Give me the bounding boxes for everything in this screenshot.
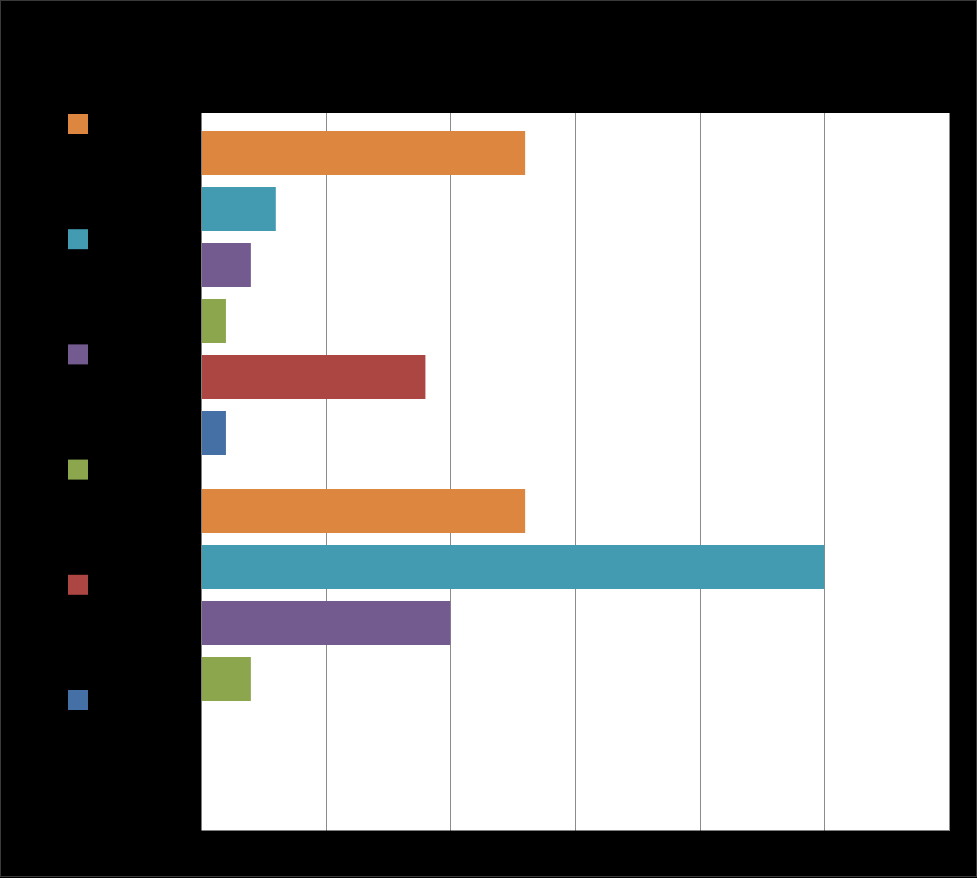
bar-series-1-group-1 bbox=[202, 131, 526, 175]
legend-swatch-series-5 bbox=[68, 574, 88, 595]
bars bbox=[202, 131, 825, 701]
bar-series-6-group-1 bbox=[202, 411, 226, 455]
bar-series-5-group-1 bbox=[202, 355, 426, 399]
gridlines bbox=[326, 113, 950, 831]
bar-series-2-group-1 bbox=[202, 187, 276, 231]
legend-swatch-series-2 bbox=[68, 229, 88, 250]
legend bbox=[68, 114, 88, 710]
bar-series-4-group-2 bbox=[202, 657, 251, 701]
legend-swatch-series-6 bbox=[68, 690, 88, 710]
legend-swatch-series-1 bbox=[68, 114, 88, 134]
legend-swatch-series-3 bbox=[68, 344, 88, 365]
bar-series-1-group-2 bbox=[202, 489, 526, 533]
bar-series-3-group-1 bbox=[202, 243, 251, 287]
bar-series-4-group-1 bbox=[202, 299, 226, 343]
bar-series-2-group-2 bbox=[202, 545, 825, 589]
legend-swatch-series-4 bbox=[68, 459, 88, 480]
bar-series-3-group-2 bbox=[202, 601, 451, 645]
